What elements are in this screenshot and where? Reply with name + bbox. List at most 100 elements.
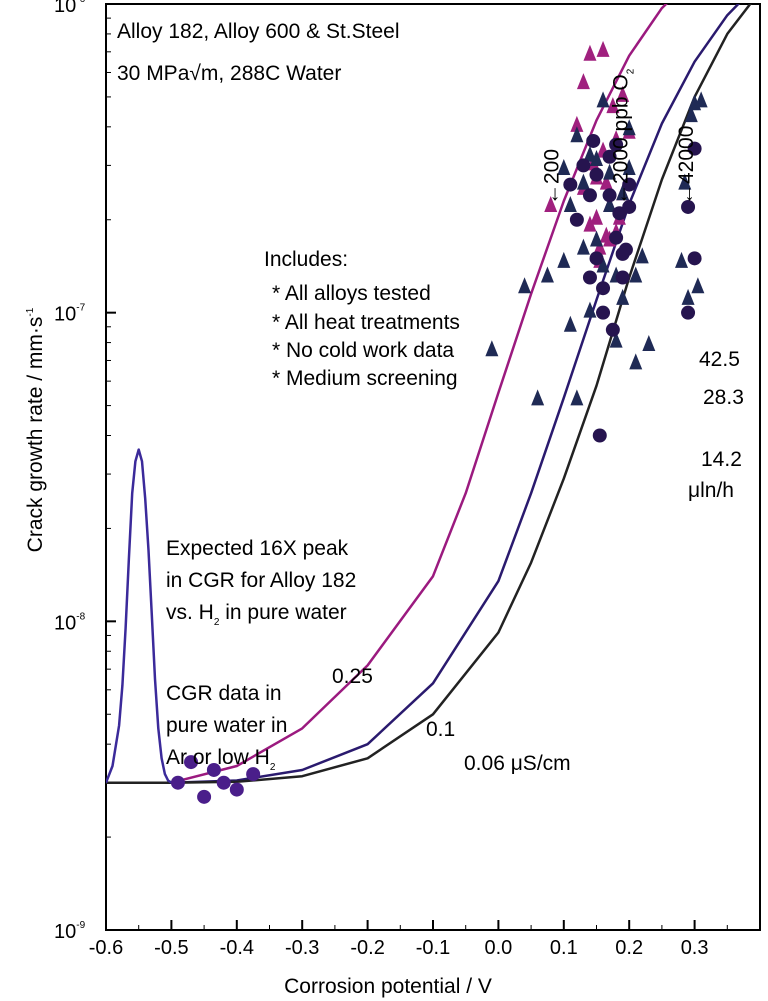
data-point-triangle	[609, 331, 623, 348]
x-tick-label: -0.1	[416, 937, 450, 959]
data-point-circle	[229, 782, 244, 797]
data-point-circle	[618, 242, 633, 257]
data-point-circle	[206, 762, 221, 777]
cgr-line: pure water in	[166, 714, 287, 737]
data-point-circle	[582, 188, 597, 203]
expected-line-text: vs. H	[166, 601, 214, 624]
data-point-circle	[615, 270, 630, 285]
data-point-triangle	[675, 251, 689, 268]
o2-marker-text: ←200	[541, 149, 564, 205]
data-point-circle	[622, 199, 637, 214]
y-tick-base: 10	[54, 921, 76, 943]
y-tick-exponent: -8	[76, 611, 85, 622]
data-point-circle	[569, 212, 584, 227]
data-point-triangle	[485, 340, 499, 357]
o2-marker-text: ←42000	[675, 126, 698, 205]
x-tick-label: -0.5	[154, 937, 188, 959]
data-point-circle	[681, 305, 696, 320]
y-tick-label: 10-7	[54, 303, 86, 326]
data-point-triangle	[563, 195, 577, 212]
data-point-triangle	[563, 315, 577, 332]
data-point-triangle	[691, 277, 705, 294]
data-point-triangle	[678, 173, 692, 190]
expected-line: in CGR for Alloy 182	[166, 569, 356, 592]
data-point-circle	[170, 775, 185, 790]
data-point-circle	[605, 322, 620, 337]
y-tick-base: 10	[54, 304, 76, 326]
data-point-circle	[602, 188, 617, 203]
data-point-triangle	[557, 158, 571, 175]
data-point-circle	[589, 251, 604, 266]
rate-label: μln/h	[688, 479, 734, 502]
model-curves	[106, 4, 752, 784]
data-point-circle	[586, 133, 601, 148]
h2-subscript: 2	[270, 762, 276, 773]
y-tick-label: 10-9	[54, 920, 86, 943]
cgr-annotation: CGR data in pure water in Ar or low H2	[166, 682, 287, 773]
x-tick-label: -0.4	[220, 937, 254, 959]
data-point-circle	[596, 281, 611, 296]
o2-marker: ←42000	[675, 126, 698, 205]
data-point-triangle	[606, 97, 620, 114]
data-point-triangle	[622, 158, 636, 175]
curve-expected-16x-peak	[106, 448, 173, 784]
data-point-circle	[246, 767, 261, 782]
x-tick-label: -0.2	[350, 937, 384, 959]
data-point-circle	[589, 167, 604, 182]
data-point-triangle	[603, 163, 617, 180]
includes-box: Includes: * All alloys tested * All heat…	[264, 248, 460, 390]
data-point-triangle	[616, 184, 630, 201]
data-point-triangle	[596, 256, 610, 273]
data-point-circle	[609, 137, 624, 152]
x-tick-label: 0.1	[550, 937, 578, 959]
data-point-triangle	[590, 208, 603, 225]
curve-0-25	[106, 4, 668, 784]
data-point-circle	[216, 775, 231, 790]
y-tick-base: 10	[54, 612, 76, 634]
data-point-triangle	[590, 149, 603, 166]
y-axis-label-text: Crack growth rate / mm·s	[24, 317, 47, 553]
data-point-triangle	[583, 145, 597, 162]
includes-line: Includes:	[264, 248, 348, 271]
curve-label-0-1: 0.1	[426, 718, 455, 741]
o2-marker-text: ←2000 ppb O	[609, 74, 632, 205]
data-point-triangle	[531, 389, 545, 406]
cgr-line-text: Ar or low H	[166, 746, 270, 769]
y-tick-exponent: -6	[76, 0, 85, 5]
x-axis-label: Corrosion potential / V	[284, 975, 492, 998]
data-point-triangle	[583, 44, 597, 61]
data-point-triangle	[622, 119, 636, 136]
curve-labels: 0.25 0.1 0.06 μS/cm	[332, 665, 571, 775]
x-axis: -0.6 -0.5 -0.4 -0.3 -0.2 -0.1 0.0 0.1 0.2 0.3	[89, 920, 728, 959]
data-point-circle	[582, 270, 597, 285]
data-point-circle	[622, 177, 637, 192]
data-point-triangle	[616, 288, 630, 305]
y-tick-base: 10	[54, 0, 76, 17]
y-axis-label: Crack growth rate / mm·s-1	[24, 307, 47, 552]
y-tick-exponent: -9	[76, 920, 85, 931]
cgr-line: CGR data in	[166, 682, 282, 705]
data-point-triangle	[596, 91, 610, 108]
data-point-circle	[184, 755, 199, 770]
data-point-circle	[576, 158, 591, 173]
oxygen-markers: ←200 ←2000 ppb O2 ←42000	[541, 68, 698, 205]
data-point-triangle	[629, 266, 643, 283]
x-tick-label: -0.6	[89, 937, 123, 959]
y-tick-exponent: -7	[76, 303, 85, 314]
o2-marker-label: ←42000	[675, 126, 698, 205]
rate-labels: 42.5 28.3 14.2 μln/h	[688, 348, 744, 502]
chart-title-line-2: 30 MPa√m, 288C Water	[117, 62, 341, 85]
data-point-triangle	[540, 266, 554, 283]
data-point-triangle	[576, 173, 590, 190]
o2-subscript: 2	[625, 68, 636, 74]
data-point-circle	[596, 305, 611, 320]
x-tick-label: 0.0	[484, 937, 512, 959]
curve-0-06-s-cm	[106, 4, 752, 784]
o2-marker: ←2000 ppb O2	[609, 68, 636, 205]
data-point-triangle	[590, 230, 603, 247]
includes-line: * All alloys tested	[272, 282, 431, 305]
curve-label-0-25: 0.25	[332, 665, 373, 688]
data-point-triangle	[570, 115, 584, 132]
data-point-circle	[592, 428, 607, 443]
